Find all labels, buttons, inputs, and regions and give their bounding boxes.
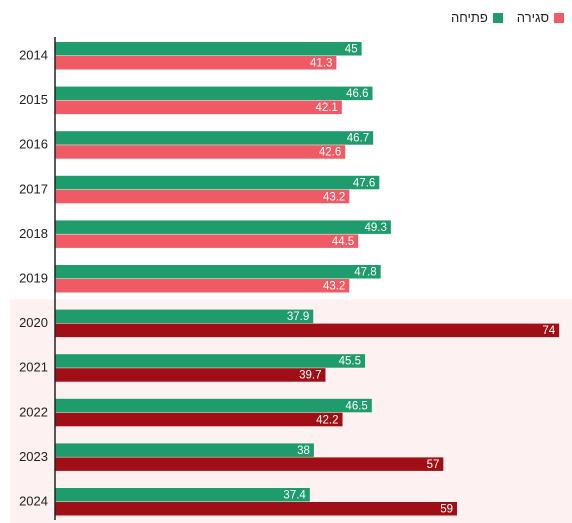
value-label-open-2022: 46.5 <box>345 400 367 412</box>
category-label-2021: 2021 <box>19 360 48 375</box>
bar-open-2019 <box>55 265 381 279</box>
bar-open-2020 <box>55 309 314 324</box>
legend-item-open: פתיחה <box>451 10 503 25</box>
value-label-open-2020: 37.9 <box>287 311 309 323</box>
value-label-open-2021: 45.5 <box>339 356 361 368</box>
category-label-2015: 2015 <box>19 92 48 107</box>
value-label-close-2018: 44.5 <box>332 236 354 248</box>
bar-open-2022 <box>55 398 372 413</box>
bar-close-2024 <box>55 502 457 516</box>
bar-open-2017 <box>55 175 380 190</box>
category-label-2016: 2016 <box>19 137 48 152</box>
bar-close-2021 <box>55 368 326 382</box>
bar-close-2023 <box>55 457 444 471</box>
bar-open-2021 <box>55 354 366 368</box>
category-label-2017: 2017 <box>19 181 48 196</box>
category-label-2023: 2023 <box>19 449 48 464</box>
value-label-close-2016: 42.6 <box>319 147 341 159</box>
bar-close-2014 <box>55 56 337 70</box>
bar-close-2016 <box>55 145 346 159</box>
bar-close-2017 <box>55 189 350 204</box>
value-label-close-2023: 57 <box>427 459 440 471</box>
legend-label-open: פתיחה <box>450 10 488 25</box>
value-label-open-2024: 37.4 <box>283 490 306 502</box>
bar-open-2016 <box>55 131 374 145</box>
value-label-close-2024: 59 <box>440 504 453 516</box>
bar-close-2019 <box>55 279 350 293</box>
bar-open-2018 <box>55 220 391 234</box>
value-label-open-2017: 47.6 <box>353 177 375 189</box>
legend-swatch-open <box>492 12 503 23</box>
value-label-close-2019: 43.2 <box>323 281 345 293</box>
bar-close-2022 <box>55 412 343 427</box>
category-label-2020: 2020 <box>19 315 48 330</box>
value-label-close-2021: 39.7 <box>299 370 321 382</box>
category-label-2022: 2022 <box>19 404 48 419</box>
legend-label-close: סגירה <box>516 10 549 25</box>
value-label-open-2014: 45 <box>345 44 358 56</box>
category-label-2018: 2018 <box>19 226 48 241</box>
value-label-open-2018: 49.3 <box>365 222 387 234</box>
category-label-2014: 2014 <box>19 48 48 63</box>
category-label-2019: 2019 <box>19 271 48 286</box>
legend-swatch-close <box>554 12 564 23</box>
legend-item-close: סגירה <box>517 10 564 25</box>
value-label-close-2022: 42.2 <box>316 414 338 426</box>
bar-close-2018 <box>55 234 359 248</box>
bar-open-2015 <box>55 86 373 101</box>
bar-close-2015 <box>55 100 342 115</box>
value-label-open-2023: 38 <box>297 445 310 457</box>
bar-open-2014 <box>55 42 362 56</box>
value-label-open-2016: 46.7 <box>347 133 369 145</box>
bar-open-2024 <box>55 488 310 502</box>
value-label-close-2017: 43.2 <box>323 191 345 203</box>
category-label-2024: 2024 <box>19 494 48 509</box>
bar-open-2023 <box>55 443 314 457</box>
value-label-open-2015: 46.6 <box>346 88 368 100</box>
value-label-close-2015: 42.1 <box>315 102 337 114</box>
bar-close-2020 <box>55 323 560 338</box>
chart-legend: פתיחה סגירה <box>451 10 564 25</box>
value-label-close-2014: 41.3 <box>310 58 332 70</box>
value-label-open-2019: 47.8 <box>354 267 376 279</box>
value-label-close-2020: 74 <box>542 325 555 337</box>
